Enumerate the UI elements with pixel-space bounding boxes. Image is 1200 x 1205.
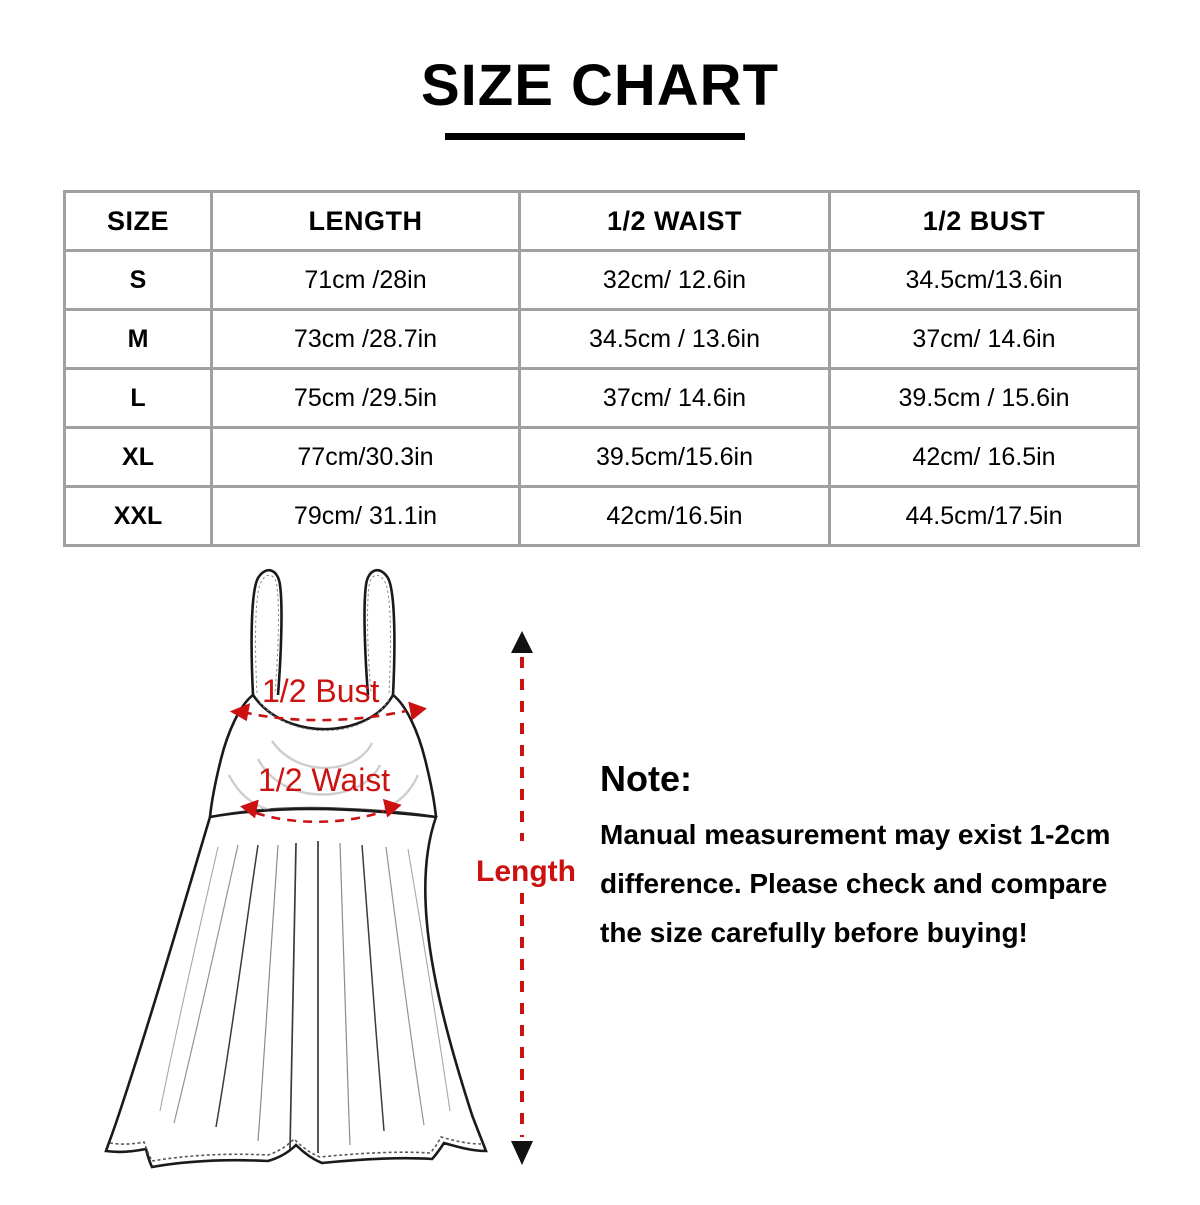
table-header-row: SIZE LENGTH 1/2 WAIST 1/2 BUST bbox=[63, 190, 1140, 252]
cell-bust: 34.5cm/13.6in bbox=[828, 249, 1140, 311]
cell-size: XL bbox=[63, 426, 213, 488]
note-line-1: Manual measurement may exist 1-2cm bbox=[600, 819, 1111, 851]
cell-length: 77cm/30.3in bbox=[210, 426, 521, 488]
waist-measure-arrow bbox=[240, 798, 402, 824]
dress-hem-stitching bbox=[109, 1136, 482, 1162]
note-line-3: the size carefully before buying! bbox=[600, 917, 1028, 949]
dress-illustration-svg bbox=[104, 568, 533, 1169]
column-header-size: SIZE bbox=[63, 190, 213, 252]
cell-waist: 34.5cm / 13.6in bbox=[518, 308, 831, 370]
table-row: XL 77cm/30.3in 39.5cm/15.6in 42cm/ 16.5i… bbox=[63, 426, 1140, 488]
cell-bust: 37cm/ 14.6in bbox=[828, 308, 1140, 370]
cell-length: 73cm /28.7in bbox=[210, 308, 521, 370]
cell-waist: 42cm/16.5in bbox=[518, 485, 831, 547]
dress-straps-icon bbox=[250, 568, 396, 696]
dress-strap-stitching bbox=[255, 574, 391, 694]
cell-waist: 32cm/ 12.6in bbox=[518, 249, 831, 311]
page-title: SIZE CHART bbox=[421, 53, 779, 118]
column-header-bust: 1/2 BUST bbox=[828, 190, 1140, 252]
cell-waist: 37cm/ 14.6in bbox=[518, 367, 831, 429]
dress-bodice-right-seam bbox=[392, 693, 438, 818]
cell-waist: 39.5cm/15.6in bbox=[518, 426, 831, 488]
length-arrow-up-icon bbox=[511, 631, 533, 653]
length-measure-label: Length bbox=[476, 855, 576, 888]
table-row: L 75cm /29.5in 37cm/ 14.6in 39.5cm / 15.… bbox=[63, 367, 1140, 429]
note-block: Note: Manual measurement may exist 1-2cm… bbox=[600, 757, 1120, 957]
bust-measure-label: 1/2 Bust bbox=[262, 673, 380, 709]
cell-bust: 44.5cm/17.5in bbox=[828, 485, 1140, 547]
dress-skirt bbox=[104, 807, 488, 1169]
cell-length: 79cm/ 31.1in bbox=[210, 485, 521, 547]
cell-length: 75cm /29.5in bbox=[210, 367, 521, 429]
length-measure-arrow bbox=[511, 631, 533, 1165]
cell-size: S bbox=[63, 249, 213, 311]
note-line-2: difference. Please check and compare bbox=[600, 868, 1108, 900]
cell-length: 71cm /28in bbox=[210, 249, 521, 311]
waist-measure-label: 1/2 Waist bbox=[258, 762, 391, 798]
cell-size: M bbox=[63, 308, 213, 370]
dress-skirt-pleats bbox=[159, 841, 451, 1153]
size-chart-table: SIZE LENGTH 1/2 WAIST 1/2 BUST S 71cm /2… bbox=[63, 190, 1140, 547]
cell-size: L bbox=[63, 367, 213, 429]
cell-bust: 39.5cm / 15.6in bbox=[828, 367, 1140, 429]
title-underline-rule bbox=[445, 133, 745, 140]
note-heading: Note: bbox=[600, 758, 692, 799]
table-row: XXL 79cm/ 31.1in 42cm/16.5in 44.5cm/17.5… bbox=[63, 485, 1140, 547]
cell-size: XXL bbox=[63, 485, 213, 547]
bust-measure-arrow bbox=[229, 701, 427, 722]
length-arrow-down-icon bbox=[511, 1141, 533, 1165]
cell-bust: 42cm/ 16.5in bbox=[828, 426, 1140, 488]
column-header-waist: 1/2 WAIST bbox=[518, 190, 831, 252]
dress-neckline-stitching bbox=[256, 697, 391, 732]
table-row: S 71cm /28in 32cm/ 12.6in 34.5cm/13.6in bbox=[63, 249, 1140, 311]
column-header-length: LENGTH bbox=[210, 190, 521, 252]
title-block: SIZE CHART bbox=[0, 53, 1200, 118]
table-row: M 73cm /28.7in 34.5cm / 13.6in 37cm/ 14.… bbox=[63, 308, 1140, 370]
